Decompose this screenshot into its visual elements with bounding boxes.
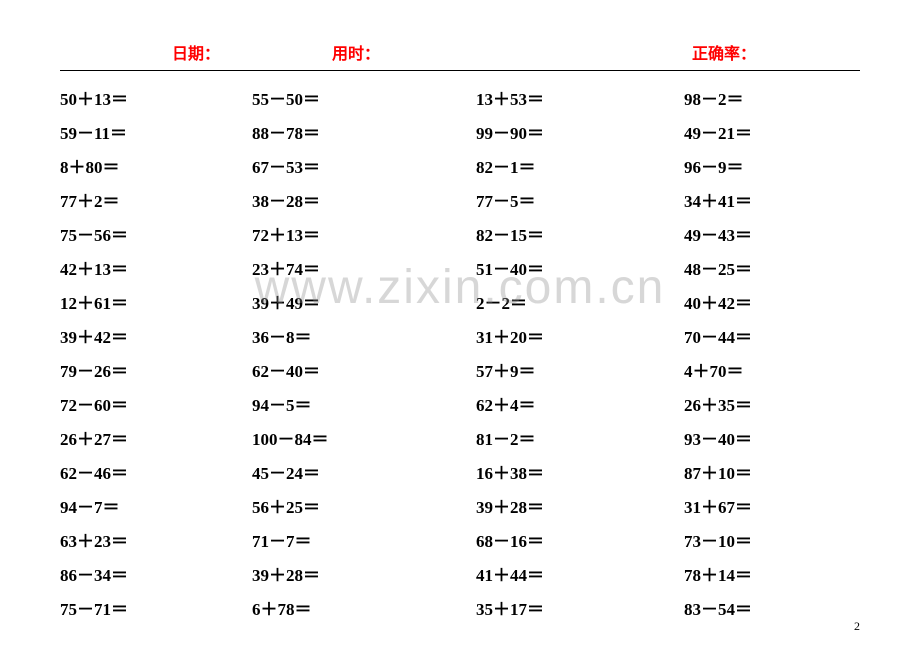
- math-problem: 75－71＝: [60, 595, 252, 620]
- math-problem: 12＋61＝: [60, 289, 252, 314]
- worksheet-header: 日期： 用时： 正确率：: [60, 40, 860, 71]
- math-problem: 99－90＝: [476, 119, 684, 144]
- math-problem: 42＋13＝: [60, 255, 252, 280]
- math-problem: 48－25＝: [684, 255, 860, 280]
- math-problem: 39＋28＝: [476, 493, 684, 518]
- math-problem: 26＋27＝: [60, 425, 252, 450]
- math-problem: 51－40＝: [476, 255, 684, 280]
- math-problem: 35＋17＝: [476, 595, 684, 620]
- math-problem: 78＋14＝: [684, 561, 860, 586]
- math-problem: 16＋38＝: [476, 459, 684, 484]
- math-problem: 70－44＝: [684, 323, 860, 348]
- math-problem: 2－2＝: [476, 289, 684, 314]
- math-problem: 26＋35＝: [684, 391, 860, 416]
- math-problem: 96－9＝: [684, 153, 860, 178]
- math-problem: 39＋49＝: [252, 289, 476, 314]
- math-problem: 55－50＝: [252, 85, 476, 110]
- math-problem: 72＋13＝: [252, 221, 476, 246]
- math-problem: 93－40＝: [684, 425, 860, 450]
- math-problem: 75－56＝: [60, 221, 252, 246]
- math-problem: 8＋80＝: [60, 153, 252, 178]
- math-problem: 77＋2＝: [60, 187, 252, 212]
- math-problem: 31＋20＝: [476, 323, 684, 348]
- math-problem: 82－15＝: [476, 221, 684, 246]
- math-problem: 100－84＝: [252, 425, 476, 450]
- math-problem: 49－43＝: [684, 221, 860, 246]
- math-problem: 45－24＝: [252, 459, 476, 484]
- math-problem: 94－7＝: [60, 493, 252, 518]
- math-problem: 79－26＝: [60, 357, 252, 382]
- math-problem: 6＋78＝: [252, 595, 476, 620]
- math-problem: 68－16＝: [476, 527, 684, 552]
- math-problem: 56＋25＝: [252, 493, 476, 518]
- math-problem: 87＋10＝: [684, 459, 860, 484]
- math-problem: 62－46＝: [60, 459, 252, 484]
- math-problem: 40＋42＝: [684, 289, 860, 314]
- math-problem: 49－21＝: [684, 119, 860, 144]
- problems-grid: 50＋13＝ 55－50＝ 13＋53＝ 98－2＝ 59－11＝ 88－78＝…: [60, 85, 860, 620]
- math-problem: 67－53＝: [252, 153, 476, 178]
- math-problem: 88－78＝: [252, 119, 476, 144]
- math-problem: 31＋67＝: [684, 493, 860, 518]
- accuracy-label: 正确率：: [588, 40, 860, 64]
- math-problem: 72－60＝: [60, 391, 252, 416]
- math-problem: 36－8＝: [252, 323, 476, 348]
- math-problem: 83－54＝: [684, 595, 860, 620]
- math-problem: 98－2＝: [684, 85, 860, 110]
- math-problem: 73－10＝: [684, 527, 860, 552]
- math-problem: 71－7＝: [252, 527, 476, 552]
- math-problem: 59－11＝: [60, 119, 252, 144]
- page-number: 2: [854, 619, 860, 634]
- math-problem: 39＋28＝: [252, 561, 476, 586]
- math-problem: 94－5＝: [252, 391, 476, 416]
- math-problem: 63＋23＝: [60, 527, 252, 552]
- math-problem: 34＋41＝: [684, 187, 860, 212]
- math-problem: 77－5＝: [476, 187, 684, 212]
- math-problem: 39＋42＝: [60, 323, 252, 348]
- math-problem: 86－34＝: [60, 561, 252, 586]
- math-problem: 57＋9＝: [476, 357, 684, 382]
- math-problem: 13＋53＝: [476, 85, 684, 110]
- math-problem: 23＋74＝: [252, 255, 476, 280]
- math-problem: 62－40＝: [252, 357, 476, 382]
- date-label: 日期：: [60, 40, 332, 64]
- math-problem: 82－1＝: [476, 153, 684, 178]
- math-problem: 38－28＝: [252, 187, 476, 212]
- math-problem: 62＋4＝: [476, 391, 684, 416]
- math-problem: 41＋44＝: [476, 561, 684, 586]
- math-problem: 4＋70＝: [684, 357, 860, 382]
- math-problem: 50＋13＝: [60, 85, 252, 110]
- time-label: 用时：: [332, 40, 588, 64]
- math-problem: 81－2＝: [476, 425, 684, 450]
